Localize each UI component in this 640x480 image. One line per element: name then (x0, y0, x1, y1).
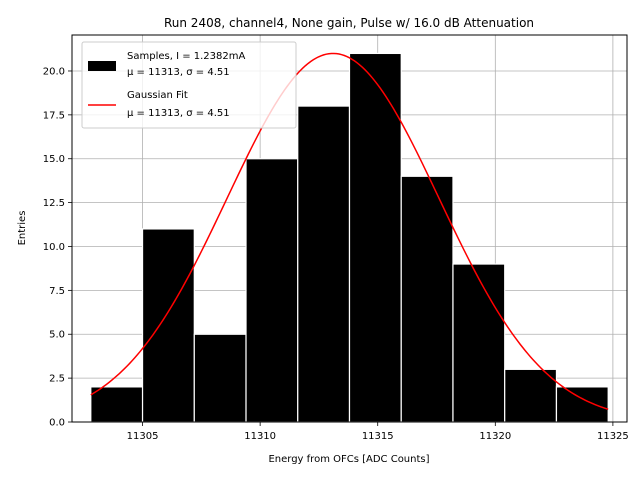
y-tick-label: 2.5 (49, 374, 65, 385)
histogram-bar-7 (452, 263, 506, 423)
gaussian-fit-curve (90, 52, 609, 410)
plot-frame (71, 34, 628, 423)
legend-stats-samples: μ = 11313, σ = 4.51 (127, 67, 230, 78)
legend-label-samples: Samples, I = 1.2382mA (127, 51, 245, 62)
x-axis-label: Energy from OFCs [ADC Counts] (268, 454, 429, 465)
histogram-bar-8 (504, 368, 558, 423)
gaussian-fit (90, 52, 609, 410)
histogram-bar-0 (90, 386, 144, 423)
y-tick-label: 7.5 (49, 286, 65, 297)
histogram-bar-5 (348, 52, 402, 423)
histogram-bar-2 (193, 333, 247, 423)
y-axis-ticks: 0.0 2.5 5.0 7.5 10.0 12.5 15.0 17.5 20.0 (43, 66, 72, 429)
x-tick-label: 11305 (127, 431, 159, 442)
histogram-bar-3 (245, 158, 299, 423)
x-tick-label: 11315 (362, 431, 394, 442)
x-tick-label: 11325 (597, 431, 629, 442)
histogram-bar-4 (297, 105, 351, 423)
legend-stats-fit: μ = 11313, σ = 4.51 (127, 108, 230, 119)
y-axis-label: Entries (17, 211, 28, 246)
legend: Samples, I = 1.2382mA μ = 11313, σ = 4.5… (81, 41, 297, 129)
legend-swatch-samples (88, 61, 116, 71)
histogram-bars (90, 52, 609, 423)
y-tick-label: 12.5 (43, 198, 65, 209)
x-tick-label: 11310 (244, 431, 276, 442)
x-tick-label: 11320 (479, 431, 511, 442)
histogram-bar-6 (400, 175, 454, 423)
legend-box (81, 41, 297, 129)
x-axis-ticks: 11305 11310 11315 11320 11325 (127, 422, 629, 442)
y-tick-label: 15.0 (43, 154, 65, 165)
y-tick-label: 0.0 (49, 418, 65, 429)
histogram-bar-9 (555, 386, 609, 423)
y-tick-label: 10.0 (43, 242, 65, 253)
y-tick-label: 5.0 (49, 330, 65, 341)
y-tick-label: 17.5 (43, 110, 65, 121)
legend-label-fit: Gaussian Fit (127, 90, 188, 101)
histogram-bar-1 (141, 228, 195, 423)
y-tick-label: 20.0 (43, 66, 65, 77)
chart-title: Run 2408, channel4, None gain, Pulse w/ … (164, 16, 534, 30)
